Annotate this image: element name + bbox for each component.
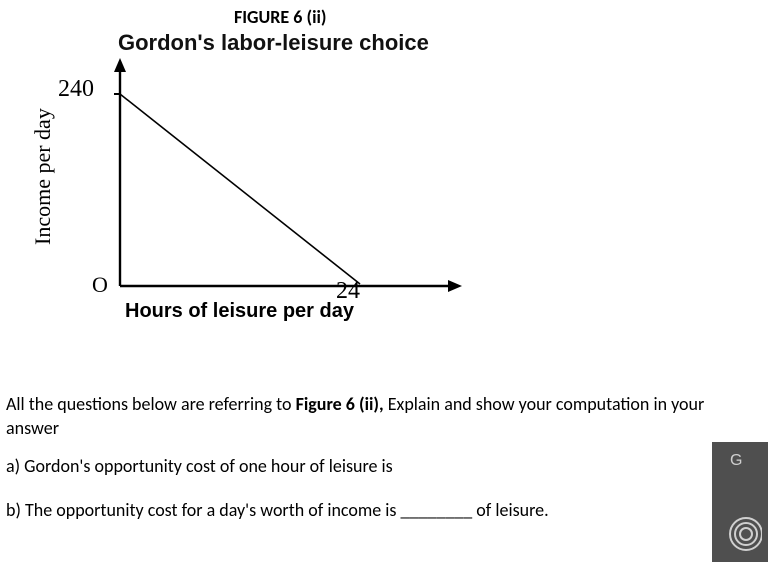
y-tick-240: 240: [58, 76, 94, 103]
qb-suffix: of leisure.: [472, 499, 548, 521]
labor-leisure-chart: [110, 58, 470, 298]
y-axis-label: Income per day: [30, 108, 56, 245]
qb-blank: ________: [401, 499, 473, 521]
intro-text: All the questions below are referring to…: [6, 392, 746, 441]
question-a: a) Gordon's opportunity cost of one hour…: [6, 454, 746, 478]
chart-title: Gordon's labor-leisure choice: [118, 30, 429, 56]
figure-label: FIGURE 6 (ii): [234, 6, 327, 28]
x-axis-label: Hours of leisure per day: [125, 300, 354, 323]
side-widget[interactable]: G: [712, 442, 768, 562]
qb-prefix: b) The opportunity cost for a day's wort…: [6, 499, 401, 521]
widget-letter: G: [730, 452, 742, 470]
question-b: b) The opportunity cost for a day's wort…: [6, 498, 746, 522]
intro-bold: Figure 6 (ii),: [296, 393, 384, 415]
spiral-icon: [722, 514, 762, 554]
intro-prefix: All the questions below are referring to: [6, 393, 296, 415]
origin-label: O: [92, 272, 108, 298]
